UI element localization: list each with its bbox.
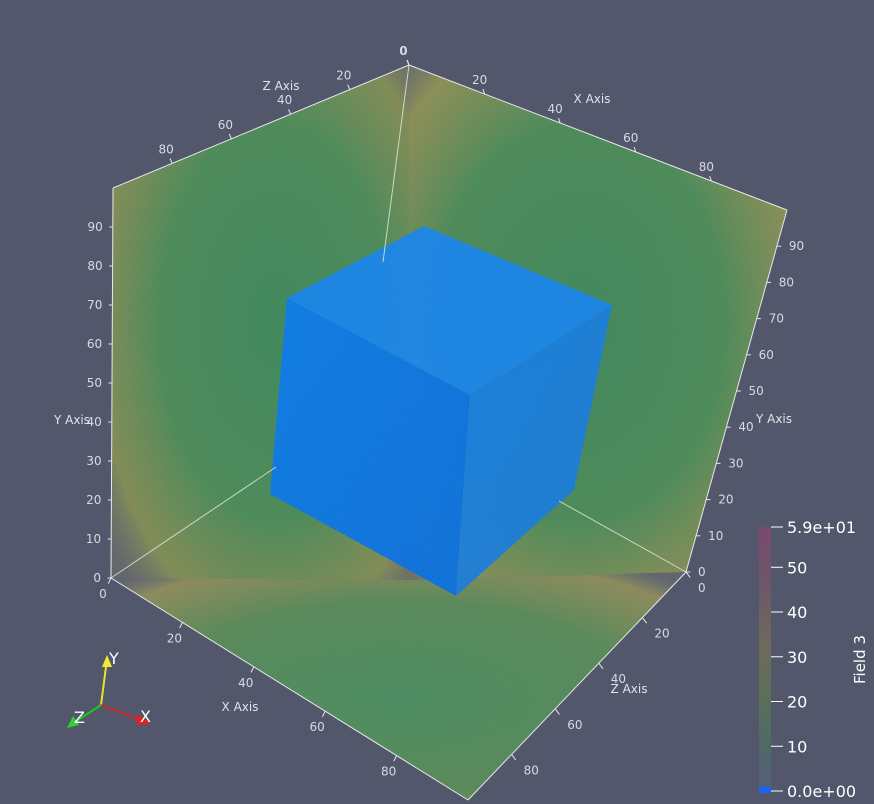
z-axis-title-bottom: Z Axis [611,682,648,696]
y-axis-right-tick-label: 10 [708,529,723,543]
edge-inner-left [110,466,277,579]
inner-cube-texture [270,226,612,596]
z-axis-top-tick-label: 40 [277,93,292,107]
y-axis-title-right: Y Axis [755,412,792,426]
axis-ticks [107,59,782,762]
colorbar-min-swatch [759,787,771,793]
x-axis-top-tick-label: 80 [699,160,714,174]
z-axis-bottom-tick [685,571,691,578]
x-axis-bottom-tick [250,666,255,673]
y-axis-right-tick-label: 90 [789,239,804,253]
x-axis-top-tick-label: 20 [472,73,487,87]
edge-top-left [112,64,410,189]
colorbar-label: 10 [787,737,807,756]
z-axis-bottom-tick-label: 20 [654,627,669,641]
y-axis-left-tick-label: 70 [87,298,102,312]
y-axis-title-left: Y Axis [53,413,90,427]
x-axis-top-tick [557,117,561,124]
z-axis-title-top: Z Axis [263,79,300,93]
z-axis-top-tick [347,84,351,90]
triad-y-label: Y [108,649,119,668]
triad-x-arrow-icon [136,714,151,725]
z-axis-top-tick [169,158,173,164]
y-axis-right-tick-label: 70 [769,312,784,326]
x-axis-bottom-tick-label: 0 [99,587,107,601]
z-axis-bottom-tick-label: 80 [524,763,539,777]
triad-x-label: X [140,707,151,726]
x-axis-title-bottom: X Axis [222,700,259,714]
z-axis-bottom-tick-label: 60 [567,718,582,732]
x-axis-top-tick [482,88,486,95]
y-axis-left-tick-label: 20 [86,493,101,507]
colorbar-label: 50 [787,558,807,577]
colorbar-ticks: 5.9e+01 50 40 30 20 10 0.0e+00 [771,518,856,801]
y-axis-right-tick-label: 60 [759,348,774,362]
inner-cube [270,226,612,596]
triad-z-axis [71,704,102,725]
edge-bottom-left [110,577,469,801]
x-axis-bottom-tick-label: 40 [238,676,253,690]
z-axis-top-tick-label: 60 [218,118,233,132]
y-axis-right-tick-label: 20 [718,493,733,507]
y-axis-left-tick-label: 30 [86,454,101,468]
x-axis-bottom-tick-label: 80 [381,765,396,779]
x-axis-bottom-tick [179,622,183,629]
y-axis-right-tick-label: 50 [749,384,764,398]
z-axis-bottom-tick [642,617,647,624]
z-axis-top-tick [288,109,292,115]
colorbar-label: 0.0e+00 [787,782,856,801]
y-axis-right-tick-label: 80 [779,275,794,289]
x-axis-top-tick [709,175,712,182]
z-axis-top-tick-label: 0 [399,44,407,58]
x-axis-bottom-tick-label: 60 [310,720,325,734]
colorbar-title: Field 3 [851,635,869,684]
colorbar-label: 20 [787,693,807,712]
orientation-triad: Y X Z [67,649,151,728]
colorbar-label: 40 [787,603,807,622]
color-legend: 5.9e+01 50 40 30 20 10 0.0e+00 Field 3 [759,518,869,801]
z-axis-top-tick [406,59,410,66]
x-axis-top-tick [633,146,637,153]
x-axis-bottom-tick-label: 20 [167,631,182,645]
y-axis-left-tick-label: 40 [87,415,102,429]
x-axis-bottom-tick [107,577,112,584]
y-axis-left-tick-label: 80 [87,259,102,273]
z-axis-bottom-tick [554,708,560,715]
x-axis-bottom-tick [393,755,398,762]
y-axis-left-tick-label: 90 [88,220,103,234]
z-axis-bottom-tick [511,754,517,761]
y-axis-right-tick-label: 40 [738,420,753,434]
z-axis-bottom-tick-label: 0 [698,581,706,595]
triad-y-arrow-icon [102,655,112,667]
edge-inner-vertical [382,64,410,263]
colorbar-label: 5.9e+01 [787,518,856,537]
z-axis-bottom-tick [598,662,604,670]
colorbar-swatch [759,527,771,793]
y-axis-left-tick-label: 10 [86,532,101,546]
z-axis-top-tick-label: 20 [336,69,351,83]
triad-z-label: Z [74,708,85,727]
y-axis-left-tick-label: 50 [87,376,102,390]
y-axis-right-tick-label: 30 [728,456,743,470]
edge-top-right [408,64,788,211]
colorbar-label: 30 [787,648,807,667]
x-axis-top-tick-label: 60 [623,131,638,145]
z-axis-top-tick [228,133,232,139]
axis-labels: 0 20 40 60 80 0 20 40 60 80 0 10 20 30 40 50 60 70 80 90 0 10… [53,44,804,779]
y-axis-left-tick-label: 0 [93,571,101,585]
z-axis-bottom-tick-label: 40 [611,672,626,686]
edge-inner-right [558,500,687,573]
y-axis-right-tick-label: 0 [698,565,706,579]
x-axis-top-tick-label: 40 [548,102,563,116]
triad-z-arrow-icon [67,716,79,728]
edge-bottom-right [467,571,687,801]
x-axis-bottom-tick [321,710,326,718]
z-axis-top-tick-label: 80 [159,142,174,156]
y-axis-left-tick-label: 60 [87,337,102,351]
x-axis-top-tick-label: 0 [400,44,408,58]
x-axis-title-top: X Axis [574,92,611,106]
